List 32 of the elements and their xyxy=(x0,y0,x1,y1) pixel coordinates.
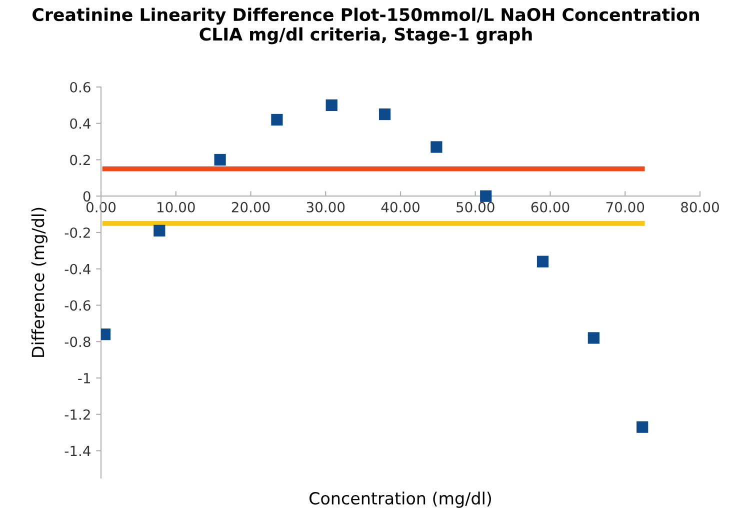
point xyxy=(326,99,338,111)
x-tick-label: 60.00 xyxy=(531,202,570,212)
x-axis-title: Concentration (mg/dl) xyxy=(310,492,491,508)
x-tick-label: 30.00 xyxy=(306,202,345,212)
y-tick-label: 0.4 xyxy=(70,118,90,129)
x-tick-label: 80.00 xyxy=(681,202,719,212)
y-tick-label: -0.6 xyxy=(64,300,90,311)
x-tick-label: 70.00 xyxy=(606,202,644,212)
point xyxy=(536,256,549,268)
y-tick-label: -0.4 xyxy=(64,264,90,274)
point xyxy=(214,154,226,166)
y-tick-label: 0.6 xyxy=(70,82,90,92)
x-tick-label: 20.00 xyxy=(232,202,270,212)
x-tick-label: 40.00 xyxy=(381,202,420,212)
point xyxy=(430,141,442,153)
x-tick-label: 50.00 xyxy=(456,202,494,212)
point xyxy=(271,114,283,126)
chart-title: Creatinine Linearity Difference Plot-150mmol/L NaOH Concentration CLIA mg/dl criteria, Stage-1 graph xyxy=(32,8,699,44)
y-tick-label: -1 xyxy=(78,373,90,384)
y-tick-label: 0 xyxy=(83,191,90,202)
y-tick-label: -1.2 xyxy=(64,409,90,420)
y-tick-label: -1.4 xyxy=(64,446,90,456)
y-tick-label: -0.8 xyxy=(64,336,90,348)
point xyxy=(636,421,648,433)
point xyxy=(588,332,600,344)
y-axis-title: Difference (mg/dl) xyxy=(31,208,48,357)
point xyxy=(480,190,492,202)
point xyxy=(378,108,391,120)
y-tick-label: 0.2 xyxy=(70,154,90,166)
y-tick-label: -0.2 xyxy=(64,227,90,238)
x-tick-label: 10.00 xyxy=(158,202,195,212)
point xyxy=(154,224,166,236)
